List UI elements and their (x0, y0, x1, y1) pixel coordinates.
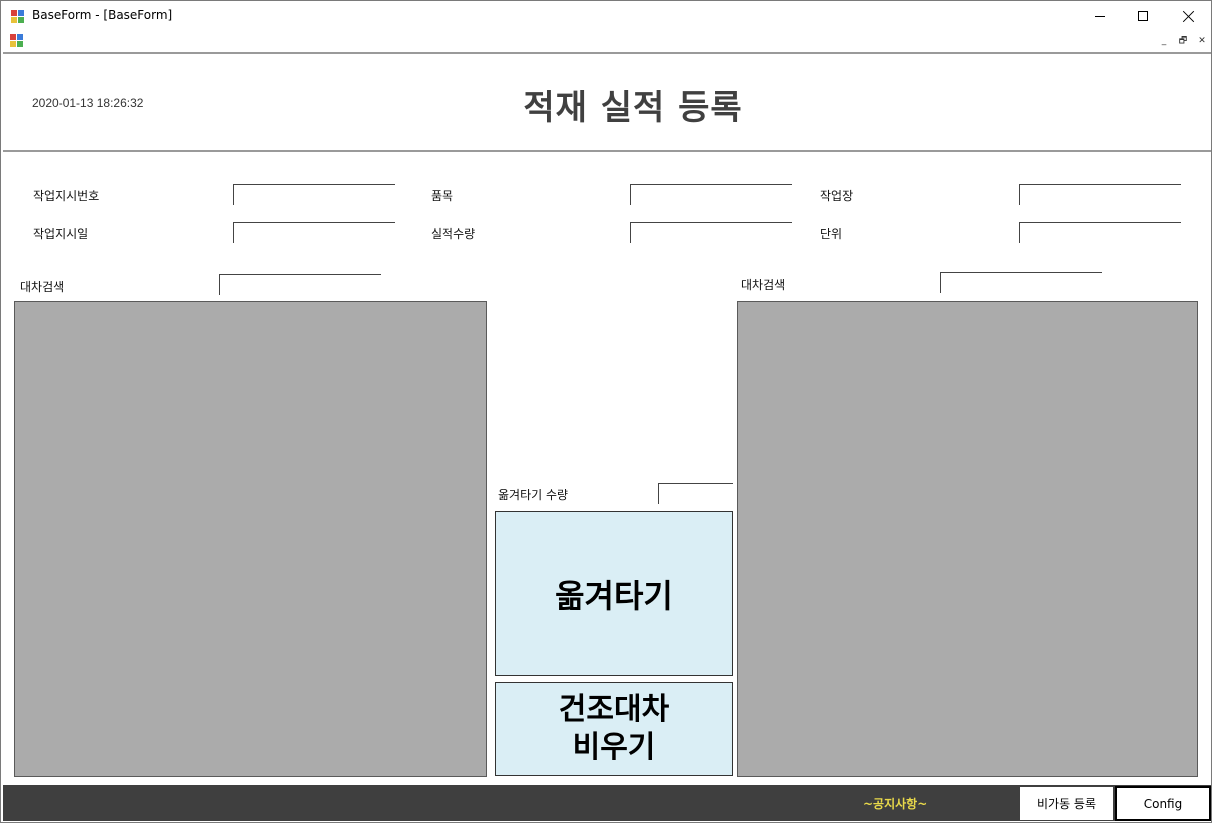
mdi-restore-button[interactable]: 🗗 (1178, 36, 1188, 46)
left-cart-search-input[interactable] (219, 274, 381, 295)
empty-drying-cart-label-line1: 건조대차 (558, 692, 670, 727)
minimize-icon (1095, 15, 1105, 17)
workplace-field[interactable] (1019, 184, 1181, 205)
window-maximize-button[interactable] (1120, 1, 1166, 31)
work-order-date-label: 작업지시일 (33, 227, 89, 241)
config-label: Config (1143, 796, 1183, 811)
window-minimize-button[interactable] (1077, 1, 1123, 31)
work-order-no-label: 작업지시번호 (33, 189, 100, 203)
transfer-qty-field[interactable] (658, 483, 733, 504)
mdi-menu-strip: _ 🗗 ✕ (1, 31, 1211, 51)
transfer-button-label: 옮겨타기 (555, 576, 673, 615)
work-order-date-field[interactable] (233, 222, 395, 243)
unit-label: 단위 (820, 227, 843, 241)
footer-bar: ~공지사항~ 비가동 등록 Config (3, 785, 1211, 821)
title-bar: BaseForm - [BaseForm] (1, 1, 1211, 31)
window-title: BaseForm - [BaseForm] (32, 8, 173, 22)
mdi-minimize-button[interactable]: _ (1161, 36, 1167, 46)
actual-qty-label: 실적수량 (431, 227, 476, 241)
transfer-qty-label: 옮겨타기 수량 (498, 488, 569, 502)
work-order-no-field[interactable] (233, 184, 395, 205)
page-header: 2020-01-13 18:26:32 적재 실적 등록 (3, 52, 1211, 152)
item-label: 품목 (431, 189, 454, 203)
transfer-button[interactable]: 옮겨타기 (495, 511, 733, 676)
downtime-register-label: 비가동 등록 (1036, 797, 1096, 811)
right-cart-grid[interactable] (737, 301, 1198, 777)
window-close-button[interactable] (1166, 1, 1212, 31)
left-cart-search-label: 대차검색 (20, 280, 65, 294)
workplace-label: 작업장 (820, 189, 854, 203)
config-button[interactable]: Config (1115, 786, 1211, 821)
close-icon (1183, 10, 1195, 22)
current-datetime: 2020-01-13 18:26:32 (32, 96, 144, 110)
page-title: 적재 실적 등록 (523, 88, 743, 128)
mdi-child-icon[interactable] (10, 34, 24, 47)
right-cart-search-label: 대차검색 (741, 278, 786, 292)
empty-drying-cart-button[interactable]: 건조대차 비우기 (495, 682, 733, 776)
unit-field[interactable] (1019, 222, 1181, 243)
downtime-register-button[interactable]: 비가동 등록 (1019, 786, 1114, 821)
mdi-close-button[interactable]: ✕ (1198, 36, 1206, 46)
app-icon (11, 10, 25, 23)
empty-drying-cart-label-line2: 비우기 (572, 730, 656, 765)
right-cart-search-input[interactable] (940, 272, 1102, 293)
notice-text: ~공지사항~ (863, 797, 928, 811)
item-field[interactable] (630, 184, 792, 205)
actual-qty-field[interactable] (630, 222, 792, 243)
left-cart-grid[interactable] (14, 301, 487, 777)
maximize-icon (1138, 11, 1148, 21)
